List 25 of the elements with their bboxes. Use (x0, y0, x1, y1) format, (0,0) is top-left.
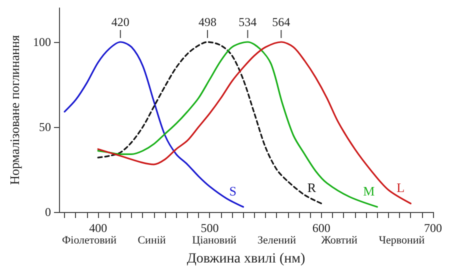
series-label: M (363, 183, 376, 198)
x-tick-label: 400 (89, 221, 108, 235)
x-tick-label: 600 (312, 221, 330, 235)
line-series (64, 41, 244, 208)
series-label: S (229, 183, 236, 198)
text: Червоний (378, 234, 425, 246)
text: Зелений (258, 234, 296, 246)
x-axis-title: Довжина хвилі (нм) (186, 252, 306, 266)
y-tick-label: 100 (33, 35, 51, 49)
annotation: 498 (198, 15, 216, 29)
text: Синій (138, 234, 166, 246)
annotation: 534 (238, 15, 257, 29)
text: Фіолетовий (62, 234, 117, 246)
series-label: R (307, 180, 316, 195)
x-tick-label: 700 (424, 221, 442, 235)
annotation: 564 (272, 15, 290, 29)
y-axis-title: Нормалізоване поглинання (7, 35, 22, 185)
y-tick-label: 50 (39, 120, 51, 134)
text: Жовтий (321, 234, 358, 246)
text: Ціановий (192, 234, 236, 246)
series-label: L (396, 180, 405, 195)
y-tick-label: 0 (45, 205, 51, 219)
line-series (97, 41, 322, 204)
x-tick-label: 500 (200, 221, 219, 235)
annotation: 420 (111, 15, 130, 29)
